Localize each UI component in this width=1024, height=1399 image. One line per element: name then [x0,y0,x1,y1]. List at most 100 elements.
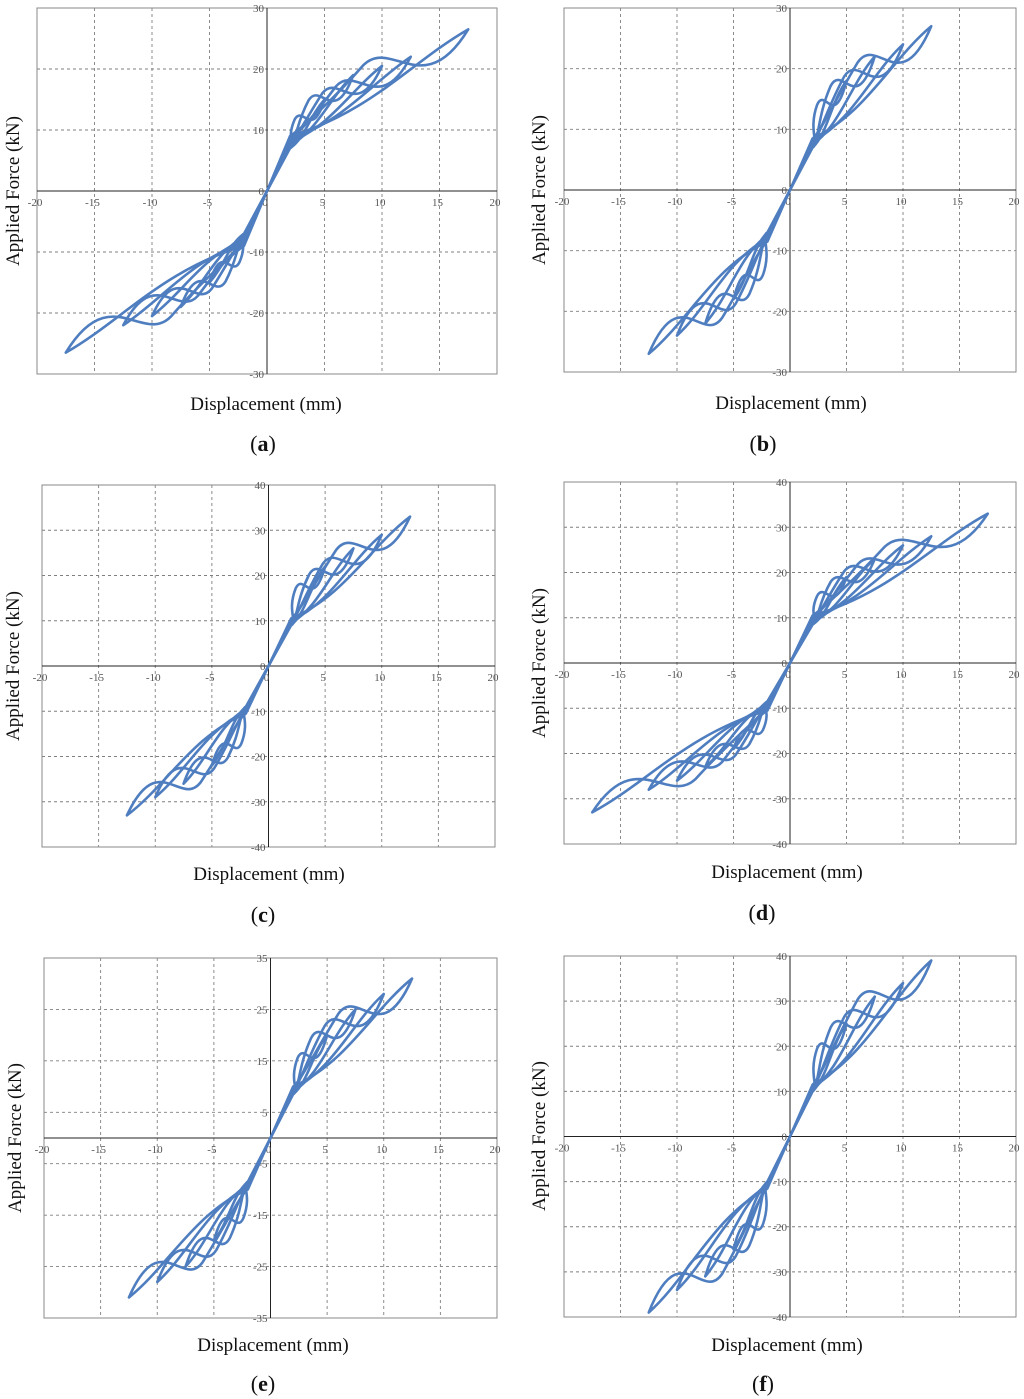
x-tick-label-d-8: 20 [1009,669,1021,681]
panel-label-e: (e) [251,1371,275,1396]
hysteresis-loop-c-4 [125,515,412,817]
x-tick-label-c-2: -10 [146,672,161,684]
x-tick-label-f-4: 0 [785,1143,791,1155]
y-tick-label-b-6: 30 [776,3,788,15]
x-tick-label-a-8: 20 [490,197,502,209]
y-tick-label-c-5: 10 [255,616,267,628]
y-tick-label-a-6: 30 [253,3,265,15]
x-tick-label-a-1: -15 [85,197,100,209]
x-tick-label-b-2: -10 [668,196,683,208]
panel-label-d: (d) [749,900,776,925]
y-tick-label-c-7: 30 [255,525,267,537]
y-tick-label-d-5: 10 [776,613,788,625]
x-tick-label-d-7: 15 [952,669,964,681]
y-tick-label-f-1: -30 [772,1267,787,1279]
x-tick-label-e-2: -10 [148,1144,163,1156]
x-tick-label-e-1: -15 [91,1144,106,1156]
x-tick-label-c-1: -15 [89,672,104,684]
y-tick-label-c-2: -20 [251,752,266,764]
x-tick-label-a-3: -5 [203,197,213,209]
plot-area-f: -20 -15 -10 -5 0 5 10 15 20 -40 -30 -20 -10 0 10 20 30 40 [555,951,1020,1324]
y-tick-label-f-2: -20 [772,1222,787,1234]
x-tick-label-f-3: -5 [727,1143,737,1155]
y-tick-label-a-1: -20 [249,308,264,320]
x-axis-label-e: Displacement (mm) [197,1335,348,1356]
y-tick-label-d-6: 20 [776,568,788,580]
y-tick-label-c-8: 40 [255,480,267,492]
x-tick-label-d-3: -5 [727,669,737,681]
y-tick-label-e-6: 25 [257,1004,269,1016]
y-tick-label-b-2: -10 [772,246,787,258]
x-tick-label-f-2: -10 [668,1143,683,1155]
y-tick-label-e-0: -35 [253,1313,268,1325]
y-tick-label-e-1: -25 [253,1262,268,1274]
plot-area-b: -20 -15 -10 -5 0 5 10 15 20 -30 -20 -10 0 10 20 30 [555,3,1020,379]
x-tick-label-e-3: -5 [207,1144,217,1156]
x-tick-label-b-0: -20 [555,196,570,208]
plot-area-a: -20 -15 -10 -5 0 5 10 15 20 -30 -20 -10 0 10 20 30 [28,3,501,381]
y-tick-label-c-3: -10 [251,706,266,718]
y-axis-label-e: Applied Force (kN) [5,1063,26,1213]
y-tick-label-b-0: -30 [772,367,787,379]
y-tick-label-a-2: -10 [249,247,264,259]
panel-e: -20 -15 -10 -5 0 5 10 15 20 -35 -25 -15 -5 5 15 25 35 Ap… [5,953,501,1396]
y-axis-label-f: Applied Force (kN) [529,1061,550,1211]
x-tick-label-e-7: 15 [433,1144,445,1156]
x-tick-label-a-7: 15 [432,197,444,209]
x-tick-label-d-2: -10 [668,669,683,681]
y-tick-label-c-4: 0 [260,661,266,673]
y-tick-label-d-3: -10 [772,703,787,715]
y-axis-label-a: Applied Force (kN) [3,116,24,266]
x-axis-label-a: Displacement (mm) [190,394,341,415]
y-tick-label-f-8: 40 [776,951,788,963]
x-axis-label-c: Displacement (mm) [193,864,344,885]
x-tick-label-c-3: -5 [205,672,215,684]
x-tick-label-b-1: -15 [611,196,626,208]
y-tick-label-b-1: -20 [772,306,787,318]
x-tick-label-a-5: 5 [320,197,326,209]
x-tick-label-f-6: 10 [896,1143,908,1155]
plot-area-e: -20 -15 -10 -5 0 5 10 15 20 -35 -25 -15 -5 5 15 25 35 [35,953,501,1325]
panel-label-a: (a) [250,431,276,456]
x-tick-label-e-0: -20 [35,1144,50,1156]
x-tick-label-b-5: 5 [842,196,848,208]
x-tick-label-a-2: -10 [143,197,158,209]
plot-area-c: -20 -15 -10 -5 0 5 10 15 20 -40 -30 -20 -10 0 10 20 30 40 [33,480,499,854]
y-tick-label-d-2: -20 [772,749,787,761]
y-tick-label-f-4: 0 [782,1132,788,1144]
x-tick-label-b-7: 15 [952,196,964,208]
y-tick-label-f-5: 10 [776,1086,788,1098]
x-tick-label-d-6: 10 [896,669,908,681]
y-tick-label-e-2: -15 [253,1210,268,1222]
plot-area-d: -20 -15 -10 -5 0 5 10 15 20 -40 -30 -20 -10 0 10 20 30 40 [555,477,1020,851]
panel-f: -20 -15 -10 -5 0 5 10 15 20 -40 -30 -20 -10 0 10 20 30 40… [529,951,1020,1396]
y-tick-label-d-7: 30 [776,522,788,534]
panel-label-f: (f) [752,1371,774,1396]
y-tick-label-f-0: -40 [772,1312,787,1324]
x-tick-label-d-0: -20 [555,669,570,681]
x-tick-label-f-0: -20 [555,1143,570,1155]
x-tick-label-e-5: 5 [322,1144,328,1156]
hysteresis-loop-b-4 [647,24,933,356]
y-axis-label-c: Applied Force (kN) [3,591,24,741]
y-tick-label-b-3: 0 [782,185,788,197]
y-tick-label-a-5: 20 [253,64,265,76]
x-tick-label-c-4: 0 [264,672,270,684]
panel-b: -20 -15 -10 -5 0 5 10 15 20 -30 -20 -10 0 10 20 30 Appl… [529,3,1020,456]
x-tick-label-a-0: -20 [28,197,43,209]
y-tick-label-c-1: -30 [251,797,266,809]
x-tick-label-d-5: 5 [842,669,848,681]
y-axis-label-b: Applied Force (kN) [529,115,550,265]
x-tick-label-c-5: 5 [320,672,326,684]
y-tick-label-f-6: 20 [776,1041,788,1053]
x-axis-label-d: Displacement (mm) [711,862,862,883]
hysteresis-loop-f-4 [647,959,933,1314]
x-tick-label-c-7: 15 [431,672,443,684]
panel-label-c: (c) [251,902,275,927]
x-tick-label-e-4: 0 [266,1144,272,1156]
x-tick-label-f-5: 5 [842,1143,848,1155]
y-tick-label-e-4: 5 [262,1107,268,1119]
x-tick-label-e-6: 10 [376,1144,388,1156]
y-tick-label-d-8: 40 [776,477,788,489]
y-tick-label-d-1: -30 [772,794,787,806]
